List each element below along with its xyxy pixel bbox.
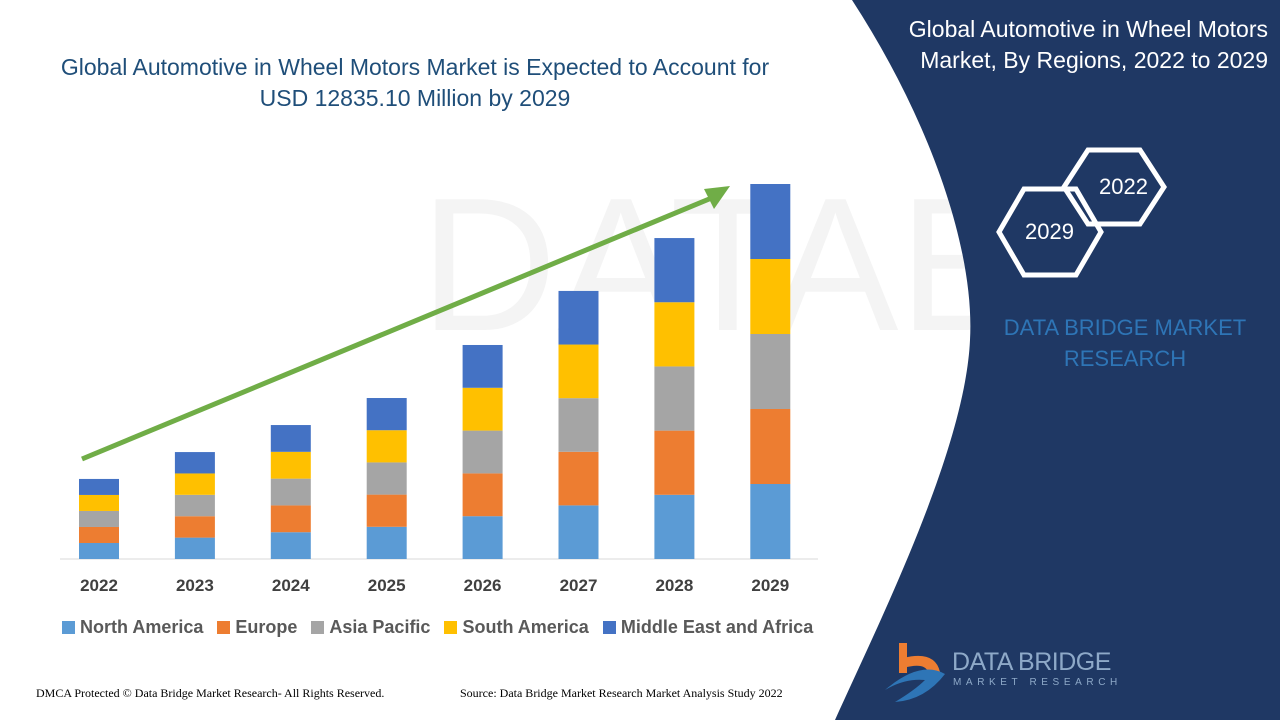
bar-2023-middle-east-and-africa xyxy=(174,452,215,474)
legend-item: Middle East and Africa xyxy=(602,617,814,638)
legend-item: Asia Pacific xyxy=(311,617,430,638)
x-tick-label: 2027 xyxy=(559,576,598,595)
legend-label: South America xyxy=(462,617,589,637)
bar-2024-south-america xyxy=(270,451,311,479)
side-title: Global Automotive in Wheel Motors Market… xyxy=(908,16,1268,73)
bar-2028-asia-pacific xyxy=(654,366,695,431)
bar-2027-middle-east-and-africa xyxy=(558,290,599,345)
bar-2023-south-america xyxy=(174,473,215,495)
legend-swatch xyxy=(217,621,231,634)
legend-label: North America xyxy=(80,617,204,637)
bar-2025-north-america xyxy=(366,526,407,559)
bar-2029-south-america xyxy=(750,259,791,335)
legend-swatch xyxy=(602,621,616,634)
bar-2023-europe xyxy=(174,516,215,538)
x-tick-label: 2026 xyxy=(463,576,502,595)
hex-2029 xyxy=(996,186,1104,278)
bar-2026-europe xyxy=(462,473,503,517)
legend-item: North America xyxy=(62,617,203,638)
bar-2022-middle-east-and-africa xyxy=(79,478,119,495)
legend-swatch xyxy=(62,621,75,634)
legend-label: Asia Pacific xyxy=(329,617,431,637)
x-tick-label: 2024 xyxy=(271,576,310,595)
bar-2027-europe xyxy=(558,451,599,506)
legend-item: Europe xyxy=(217,617,297,638)
bar-2022-south-america xyxy=(79,494,119,511)
bar-2027-south-america xyxy=(558,344,599,399)
bar-2022-europe xyxy=(79,526,119,543)
bar-2029-middle-east-and-africa xyxy=(750,184,791,260)
bar-2023-asia-pacific xyxy=(174,494,215,517)
legend-swatch xyxy=(444,621,458,634)
side-panel xyxy=(835,0,1280,720)
bar-2025-middle-east-and-africa xyxy=(366,398,407,431)
bar-2027-north-america xyxy=(558,505,599,559)
bar-2026-asia-pacific xyxy=(462,430,503,474)
bar-2025-south-america xyxy=(366,430,407,463)
logo-name: DATA BRIDGE xyxy=(952,648,1111,676)
legend-swatch xyxy=(311,621,325,634)
bar-2028-middle-east-and-africa xyxy=(654,238,695,303)
bar-2028-south-america xyxy=(654,302,695,367)
footer-source: Source: Data Bridge Market Research Mark… xyxy=(460,686,783,700)
footer-copyright: DMCA Protected © Data Bridge Market Rese… xyxy=(36,686,385,700)
bar-2024-europe xyxy=(270,505,311,533)
legend-label: Europe xyxy=(235,617,298,637)
bar-2029-north-america xyxy=(750,484,791,559)
x-tick-label: 2025 xyxy=(367,576,406,595)
hex-label-2022: 2022 xyxy=(1099,174,1148,199)
x-tick-label: 2029 xyxy=(751,576,790,595)
bar-2026-middle-east-and-africa xyxy=(462,344,503,388)
bar-2025-asia-pacific xyxy=(366,462,407,495)
legend-label: Middle East and Africa xyxy=(620,617,814,637)
bar-2023-north-america xyxy=(174,537,215,559)
x-tick-label: 2023 xyxy=(175,576,214,595)
x-tick-label: 2022 xyxy=(80,576,118,595)
bar-2029-europe xyxy=(750,409,791,485)
hex-label-2029: 2029 xyxy=(1025,219,1074,244)
bar-2024-middle-east-and-africa xyxy=(270,425,311,452)
brand-text: DATA BRIDGE MARKET RESEARCH xyxy=(1003,315,1247,371)
bar-2022-north-america xyxy=(79,542,119,559)
trend-arrowhead xyxy=(704,186,730,209)
bar-2022-asia-pacific xyxy=(79,510,119,527)
bar-2029-asia-pacific xyxy=(750,334,791,410)
bars xyxy=(79,184,791,559)
bar-2027-asia-pacific xyxy=(558,398,599,452)
chart-title: Global Automotive in Wheel Motors Market… xyxy=(60,54,770,111)
bar-2028-europe xyxy=(654,430,695,495)
bar-2026-north-america xyxy=(462,516,503,559)
bar-2025-europe xyxy=(366,494,407,527)
bar-2024-north-america xyxy=(270,532,311,559)
logo-subtitle: MARKET RESEARCH xyxy=(953,677,1122,688)
logo-icon xyxy=(885,643,945,702)
legend: North America Europe Asia Pacific South Ame… xyxy=(62,617,813,638)
trend-arrow xyxy=(81,194,715,462)
bar-2024-asia-pacific xyxy=(270,478,311,506)
legend-item: South America xyxy=(444,617,589,638)
bar-2028-north-america xyxy=(654,494,695,559)
x-tick-label: 2028 xyxy=(655,576,694,595)
bar-2026-south-america xyxy=(462,387,503,431)
